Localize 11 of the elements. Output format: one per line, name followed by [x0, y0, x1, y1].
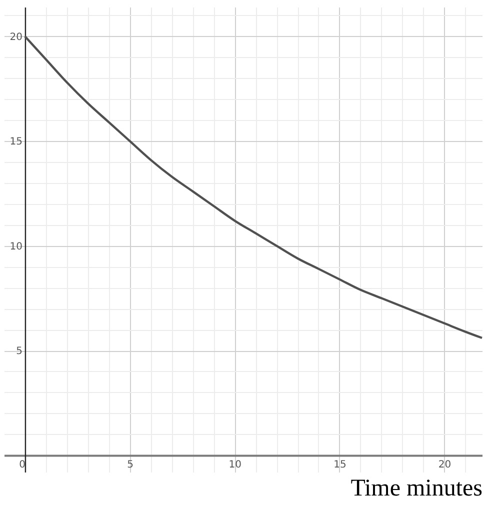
x-tick-label: 15: [334, 460, 346, 471]
x-axis-title: Time minutes: [350, 476, 482, 502]
y-tick-label: 10: [10, 241, 22, 252]
line-series: [24, 35, 484, 340]
x-tick-label: 20: [438, 460, 452, 471]
x-tick-label: 0: [19, 460, 26, 471]
x-tick-label: 10: [228, 460, 242, 471]
y-tick-label: 5: [16, 346, 22, 358]
y-tick-label: 20: [10, 32, 22, 43]
x-tick-label: 5: [127, 460, 134, 471]
y-tick-label: 15: [10, 136, 22, 148]
